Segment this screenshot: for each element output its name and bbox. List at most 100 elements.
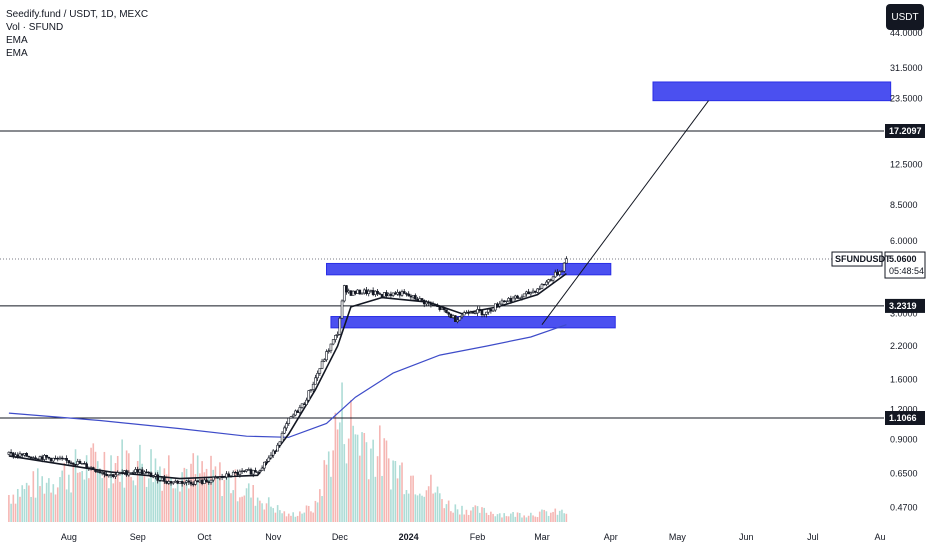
candle-body (398, 291, 402, 296)
candle-body (322, 359, 326, 362)
volume-bar (143, 475, 146, 522)
volume-bar (194, 474, 197, 522)
volume-bar (114, 463, 117, 522)
volume-bar (456, 509, 459, 522)
volume-bar (336, 429, 339, 522)
volume-bar (354, 434, 357, 522)
volume-bar (39, 486, 41, 522)
candle-body (480, 310, 484, 316)
time-tick-label: May (669, 532, 687, 542)
candle-body (76, 461, 80, 465)
candle-body (278, 441, 282, 446)
candle-body (74, 464, 77, 466)
candle-body (183, 482, 186, 484)
candle-body (234, 471, 237, 474)
volume-bar (385, 440, 388, 522)
candle-body (354, 290, 357, 294)
volume-indicator-label[interactable]: Vol · SFUND (6, 22, 64, 33)
candle-body (300, 403, 304, 408)
candle-body (40, 456, 44, 460)
candle-body (185, 480, 188, 483)
candle-body (49, 457, 53, 462)
volume-bar (483, 507, 486, 522)
volume-bar (550, 512, 552, 522)
volume-bar (490, 511, 492, 522)
volume-bar (436, 486, 439, 522)
candle-body (140, 469, 144, 475)
candle-body (316, 372, 319, 379)
volume-bar (472, 507, 474, 522)
currency-button[interactable]: USDT (886, 4, 924, 30)
candle-body (158, 480, 162, 482)
volume-bar (23, 489, 26, 522)
candle-body (513, 295, 517, 299)
time-tick-label: Oct (197, 532, 212, 542)
candle-body (402, 291, 406, 294)
candle-body (258, 470, 262, 473)
level-tag-label: 1.1066 (889, 413, 917, 423)
time-tick-label: Jul (807, 532, 819, 542)
candle-body (249, 469, 253, 475)
candle-body (454, 315, 457, 322)
volume-bar (54, 494, 57, 522)
volume-bar (374, 476, 377, 522)
candle-body (32, 457, 35, 459)
volume-bar (532, 515, 534, 522)
volume-bar (283, 511, 286, 522)
volume-bar (276, 505, 279, 522)
volume-bar (85, 455, 88, 522)
candle-body (522, 293, 526, 298)
candle-body (505, 300, 508, 303)
supply-demand-zones (326, 81, 892, 329)
time-tick-label: 2024 (399, 532, 419, 542)
candle-body (318, 368, 322, 374)
candle-body (236, 472, 239, 475)
candle-body (171, 481, 175, 484)
volume-bar (183, 467, 186, 522)
price-tick-label: 44.0000 (890, 28, 923, 38)
volume-bar (492, 513, 494, 522)
candle-body (267, 457, 271, 462)
volume-bar (116, 455, 119, 522)
candle-body (440, 307, 444, 310)
time-axis[interactable]: Aug Sep Oct Nov Dec 2024 Feb Mar Apr May Jun Jul Au (61, 532, 886, 542)
candle-body (149, 472, 153, 478)
volume-bar (128, 453, 130, 522)
candle-body (214, 477, 217, 479)
volume-bar (16, 488, 19, 522)
candle-body (447, 312, 450, 315)
candle-body (538, 288, 542, 290)
volume-bar (216, 477, 219, 522)
candle-body (280, 432, 284, 443)
volume-bar (394, 461, 397, 522)
candle-body (254, 470, 257, 473)
volume-bar (296, 515, 299, 522)
candle-body (154, 474, 157, 477)
candle-body (287, 417, 291, 424)
symbol-tag-label: SFUNDUSDT (835, 254, 891, 264)
volume-bar (467, 514, 470, 522)
time-tick-label: Sep (130, 532, 146, 542)
volume-bar (103, 451, 106, 522)
candle-body (436, 305, 439, 308)
price-axis[interactable]: 44.0000 31.5000 23.5000 12.5000 8.5000 6.0000… (890, 28, 923, 513)
ema-indicator-label[interactable]: EMA (6, 35, 28, 46)
time-tick-label: Mar (534, 532, 550, 542)
volume-bar (447, 500, 450, 522)
candle-body (556, 271, 559, 275)
volume-bar (163, 468, 166, 522)
candle-body (203, 479, 206, 484)
candle-body (351, 290, 355, 296)
volume-bar (90, 447, 92, 522)
candle-body (518, 297, 522, 299)
volume-bar (543, 509, 545, 522)
volume-bar (347, 438, 350, 522)
volume-bar (279, 510, 281, 522)
ema-indicator-label-2[interactable]: EMA (6, 48, 28, 59)
candle-body (194, 480, 197, 485)
candle-body (347, 290, 351, 293)
symbol-title[interactable]: Seedify.fund / USDT, 1D, MEXC (6, 9, 149, 20)
volume-bar (274, 512, 277, 522)
volume-bar (223, 479, 226, 522)
